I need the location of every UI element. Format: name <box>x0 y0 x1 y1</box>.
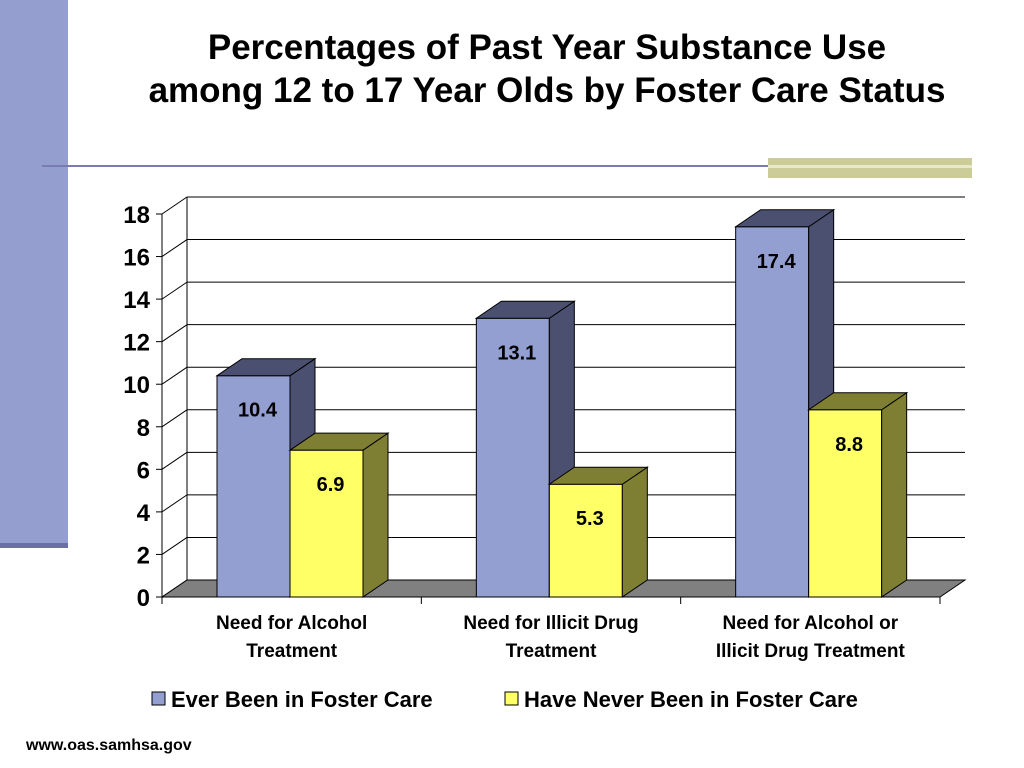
y-tick-label-7: 14 <box>123 287 150 314</box>
category-label-1-line-1: Need for Alcohol <box>216 613 367 634</box>
left-decor-bar-edge <box>0 543 68 548</box>
legend-label-2: Have Never Been in Foster Care <box>524 687 858 712</box>
bar-top <box>474 300 576 319</box>
bar-top <box>547 466 649 485</box>
bar-front <box>548 483 623 598</box>
slide-title-line-2: among 12 to 17 Year Olds by Foster Care … <box>148 71 946 110</box>
category-label-2-line-2: Treatment <box>506 641 597 662</box>
data-label-s2-c2: 5.3 <box>576 508 604 530</box>
bar-front <box>808 409 883 598</box>
data-label-s1-c1: 10.4 <box>238 400 278 422</box>
y-tick-label-0: 0 <box>137 585 150 612</box>
legend-swatch-1 <box>151 691 166 706</box>
gridline-side-9 <box>161 196 188 215</box>
bar-group-s2-c1: 6.9 <box>288 432 390 598</box>
bar-top <box>734 209 836 228</box>
data-label-s2-c1: 6.9 <box>317 474 345 496</box>
bar-side <box>621 466 648 598</box>
bar-group-s2-c2: 5.3 <box>547 466 649 598</box>
source-url[interactable]: www.oas.samhsa.gov <box>26 737 192 754</box>
chart-legend: Ever Been in Foster Care Have Never Been … <box>151 687 858 712</box>
bar-side <box>362 432 389 598</box>
gridline-side-7 <box>161 281 188 300</box>
data-label-s1-c3: 17.4 <box>757 251 797 273</box>
gridline-side-1 <box>161 537 188 555</box>
y-tick-label-5: 10 <box>123 372 150 399</box>
gridline-side-3 <box>161 451 188 470</box>
category-label-1-line-2: Treatment <box>246 641 337 662</box>
gridline-side-5 <box>161 366 188 385</box>
category-label-3-line-1: Need for Alcohol or <box>723 613 899 634</box>
category-label-2-line-1: Need for Illicit Drug <box>463 613 638 634</box>
slide-title-line-1: Percentages of Past Year Substance Use <box>207 28 887 67</box>
bar-top <box>807 392 909 411</box>
left-decor-bar <box>0 0 68 547</box>
y-tick-label-2: 4 <box>137 500 151 527</box>
category-label-3-line-2: Illicit Drug Treatment <box>716 641 906 662</box>
bar-top <box>288 432 390 451</box>
y-tick-label-4: 8 <box>137 415 150 442</box>
y-tick-label-9: 18 <box>123 202 150 229</box>
title-accent-block <box>768 158 972 178</box>
bar-group-s2-c3: 8.8 <box>807 391 909 598</box>
data-label-s1-c2: 13.1 <box>497 342 536 364</box>
data-label-s2-c3: 8.8 <box>835 434 863 456</box>
title-accent-line <box>768 165 972 168</box>
bar-top <box>215 358 317 377</box>
bar-front <box>289 449 364 598</box>
title-divider <box>42 165 972 167</box>
y-tick-label-3: 6 <box>137 457 150 484</box>
y-tick-label-1: 2 <box>137 542 150 569</box>
y-tick-label-8: 16 <box>123 245 150 272</box>
y-tick-label-6: 12 <box>123 330 150 357</box>
gridline-side-4 <box>161 409 188 428</box>
bar-front <box>216 375 291 598</box>
gridline-side-6 <box>161 324 188 343</box>
bar-group-s1-c3: 17.4 <box>734 208 836 598</box>
bar-front <box>735 226 810 598</box>
slide-title: Percentages of Past Year Substance Use a… <box>70 26 1024 112</box>
bar-front <box>475 317 550 598</box>
legend-label-1: Ever Been in Foster Care <box>171 687 433 712</box>
legend-swatch-2 <box>504 691 519 706</box>
gridline-side-2 <box>161 494 188 513</box>
gridline-side-8 <box>161 239 188 257</box>
bar-side <box>881 391 908 598</box>
